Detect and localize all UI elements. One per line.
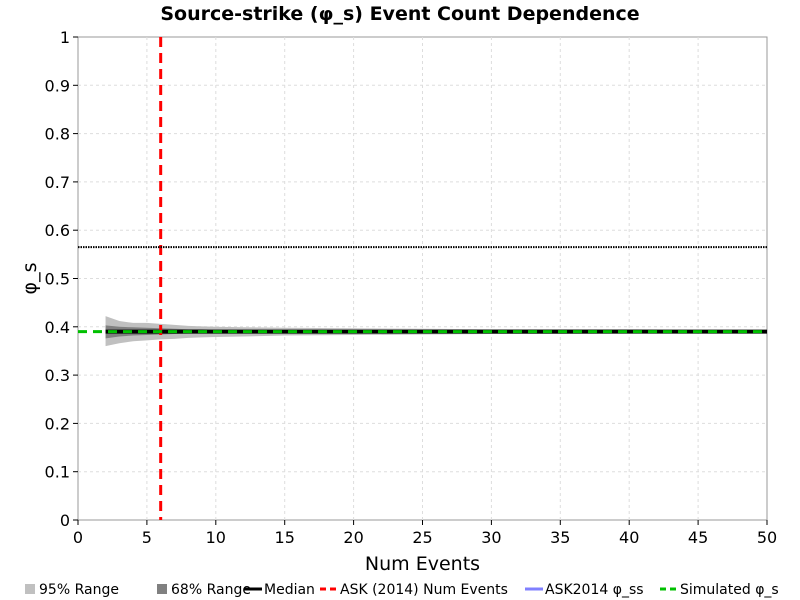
y-tick-label: 0.3 bbox=[45, 366, 70, 385]
y-tick-label: 1 bbox=[60, 28, 70, 47]
x-tick-label: 25 bbox=[412, 528, 432, 547]
legend-ask2014-phi-ss-label: ASK2014 φ_ss bbox=[545, 582, 644, 598]
legend-simulated-phi-s: Simulated φ_s bbox=[660, 582, 779, 598]
y-tick-label: 0.7 bbox=[45, 173, 70, 192]
x-tick-label: 5 bbox=[142, 528, 152, 547]
y-tick-label: 0.9 bbox=[45, 76, 70, 95]
x-tick-label: 10 bbox=[206, 528, 226, 547]
legend: 95% Range 68% Range Median ASK (2014) Num E… bbox=[25, 582, 779, 598]
y-tick-label: 0 bbox=[60, 511, 70, 530]
y-tick-label: 0.4 bbox=[45, 318, 70, 337]
x-tick-label: 30 bbox=[481, 528, 501, 547]
x-tick-label: 0 bbox=[73, 528, 83, 547]
legend-ask-num-events: ASK (2014) Num Events bbox=[320, 582, 508, 598]
x-tick-label: 45 bbox=[688, 528, 708, 547]
x-tick-label: 35 bbox=[550, 528, 570, 547]
legend-68-range: 68% Range bbox=[157, 582, 251, 598]
chart-title: Source-strike (φ_s) Event Count Dependen… bbox=[160, 3, 639, 25]
y-tick-label: 0.2 bbox=[45, 414, 70, 433]
legend-95-range: 95% Range bbox=[25, 582, 119, 598]
x-axis-label: Num Events bbox=[365, 553, 480, 575]
grid bbox=[78, 37, 767, 520]
x-tick-label: 50 bbox=[757, 528, 777, 547]
legend-ask2014-phi-ss: ASK2014 φ_ss bbox=[525, 582, 644, 598]
legend-95-range-swatch bbox=[25, 584, 35, 594]
y-axis-label: φ_s bbox=[19, 263, 41, 295]
legend-68-range-swatch bbox=[157, 584, 167, 594]
legend-median-label: Median bbox=[264, 582, 315, 598]
x-tick-label: 40 bbox=[619, 528, 639, 547]
legend-68-range-label: 68% Range bbox=[171, 582, 251, 598]
x-tick-label: 20 bbox=[343, 528, 363, 547]
x-tick-label: 15 bbox=[275, 528, 295, 547]
legend-simulated-phi-s-label: Simulated φ_s bbox=[680, 582, 779, 598]
legend-95-range-label: 95% Range bbox=[39, 582, 119, 598]
legend-ask-num-events-label: ASK (2014) Num Events bbox=[340, 582, 508, 598]
y-tick-label: 0.8 bbox=[45, 125, 70, 144]
y-tick-label: 0.1 bbox=[45, 463, 70, 482]
legend-median: Median bbox=[244, 582, 315, 598]
y-tick-label: 0.6 bbox=[45, 221, 70, 240]
axes: 0 5 10 15 20 25 30 35 40 45 50 0 0.1 0.2 0.3 0.4 0.5 0.6 0… bbox=[45, 28, 778, 547]
y-tick-label: 0.5 bbox=[45, 270, 70, 289]
series-lines bbox=[78, 37, 767, 520]
